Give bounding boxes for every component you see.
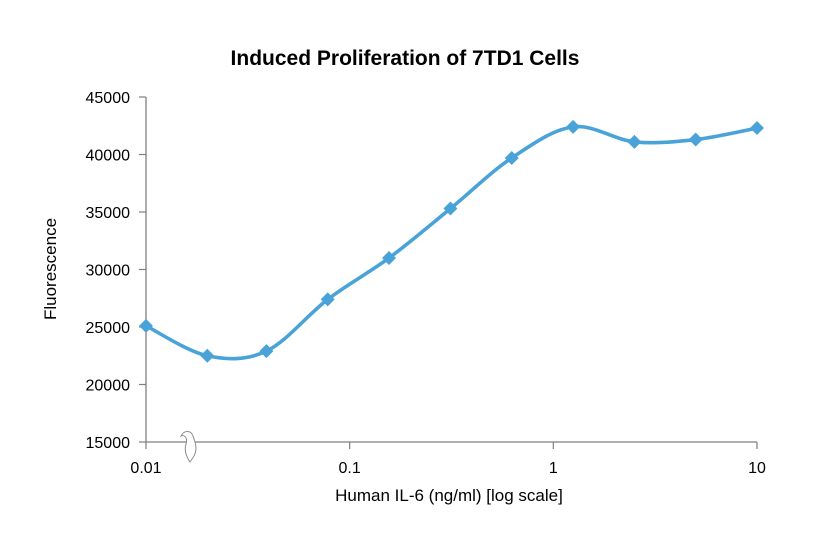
data-point <box>320 292 335 307</box>
x-axis-label: Human IL-6 (ng/ml) [log scale] <box>335 486 563 505</box>
data-point <box>627 134 642 149</box>
data-point <box>504 150 519 165</box>
data-point <box>688 132 703 147</box>
data-point <box>259 344 274 359</box>
plot-area: 15000 20000 25000 30000 35000 40000 45000 0.01 0… <box>86 90 767 477</box>
data-point <box>443 201 458 216</box>
x-tick-label: 10 <box>748 460 766 477</box>
series-line-1 <box>144 124 759 361</box>
data-point <box>200 348 215 363</box>
y-tick-label: 15000 <box>86 435 131 452</box>
y-tick-label: 35000 <box>86 205 131 222</box>
x-tick-label: 0.01 <box>130 460 161 477</box>
x-tick-label: 1 <box>549 460 558 477</box>
x-tick-label: 0.1 <box>339 460 361 477</box>
data-point <box>381 251 396 265</box>
y-tick-label: 30000 <box>86 263 131 280</box>
y-tick-label: 45000 <box>86 90 131 107</box>
y-tick-label: 40000 <box>86 148 131 165</box>
y-tick-label: 25000 <box>86 320 131 337</box>
chart-title: Induced Proliferation of 7TD1 Cells <box>231 47 580 70</box>
x-axis-break-marker <box>179 431 197 463</box>
y-tick-label: 20000 <box>86 378 131 395</box>
data-point <box>139 318 153 333</box>
data-point <box>566 119 581 134</box>
y-axis-label: Fluorescence <box>41 218 60 320</box>
data-point <box>750 121 764 136</box>
